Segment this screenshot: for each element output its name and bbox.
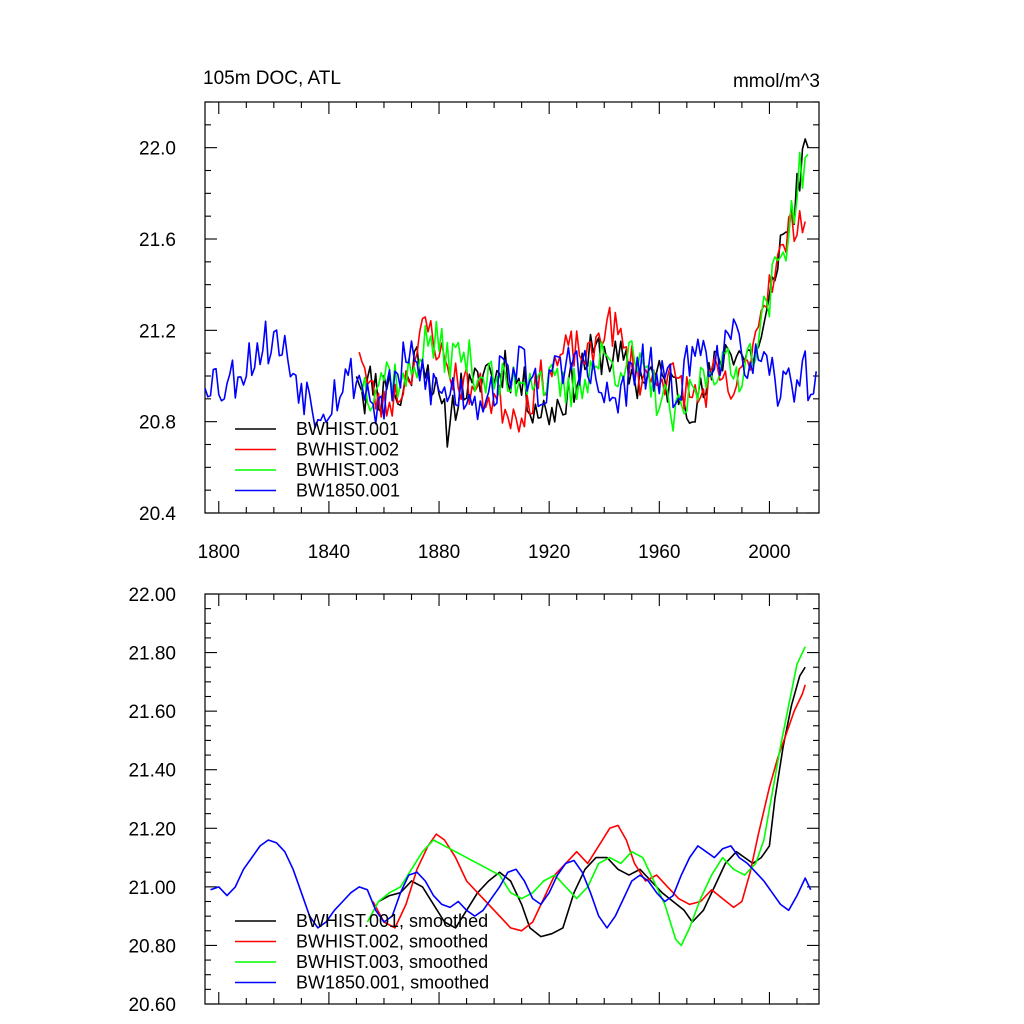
x-tick-label: 1840: [308, 542, 350, 563]
x-tick-label: 1960: [638, 542, 680, 563]
series-line-bw1850-001: [210, 839, 812, 929]
bottom-panel: 20.60 20.80 21.00 21.20 21.40 21.60 21.80 22.00…: [128, 585, 820, 1016]
series-line-bwhist-002: [372, 684, 806, 932]
x-tick-label: 1800: [198, 542, 240, 563]
legend-label: BWHIST.001, smoothed: [296, 911, 488, 931]
legend-label: BW1850.001, smoothed: [296, 973, 489, 993]
y-tick-label: 21.60: [128, 702, 176, 723]
series-line-bw1850-001: [204, 318, 817, 429]
x-tick-label: 1880: [418, 542, 460, 563]
chart-title: 105m DOC, ATL: [203, 68, 341, 89]
top-panel: 105m DOC, ATL mmol/m^3 1800 1840 1880 1920 1…: [139, 68, 820, 563]
legend-label: BWHIST.002, smoothed: [296, 932, 488, 952]
units-label: mmol/m^3: [733, 71, 820, 92]
y-tick-label: 21.80: [128, 644, 176, 665]
legend-label: BWHIST.001: [296, 419, 399, 439]
legend-label: BWHIST.003, smoothed: [296, 952, 488, 972]
series-line-bwhist-003: [361, 151, 809, 432]
y-tick-label: 21.6: [139, 230, 176, 251]
y-tick-label: 21.40: [128, 761, 176, 782]
y-tick-label: 20.80: [128, 936, 176, 957]
legend-label: BWHIST.002: [296, 440, 399, 460]
y-tick-label: 22.0: [139, 139, 176, 160]
series-line-bwhist-001: [355, 138, 809, 448]
x-tick-label: 2000: [748, 542, 790, 563]
legend-label: BWHIST.003: [296, 460, 399, 480]
x-tick-label: 1920: [528, 542, 570, 563]
y-tick-label: 22.00: [128, 585, 176, 606]
y-tick-label: 21.00: [128, 878, 176, 899]
series-line-bwhist-003: [366, 646, 806, 947]
legend-label: BW1850.001: [296, 481, 400, 501]
y-tick-label: 20.4: [139, 504, 176, 525]
y-tick-label: 20.8: [139, 413, 176, 434]
y-tick-label: 21.2: [139, 321, 176, 342]
y-tick-label: 21.20: [128, 819, 176, 840]
y-tick-label: 20.60: [128, 995, 176, 1016]
